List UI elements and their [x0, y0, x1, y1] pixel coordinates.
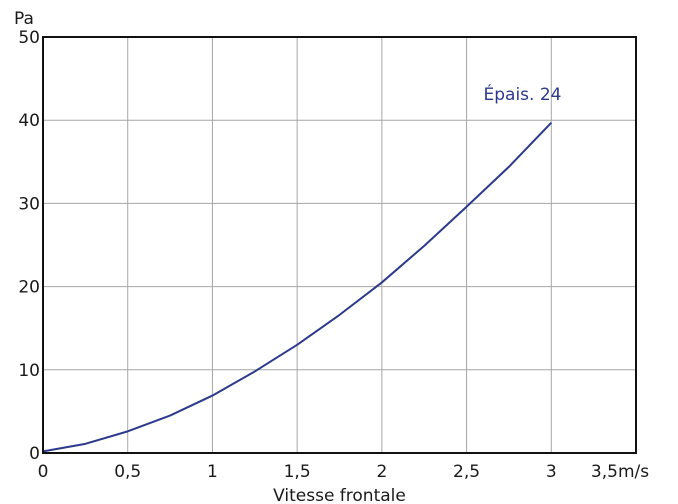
y-axis-ticks: 0 10 20 30 40 50 — [18, 28, 40, 464]
x-tick-label: 0 — [38, 462, 49, 482]
y-tick-label: 40 — [18, 111, 40, 131]
y-tick-label: 10 — [18, 361, 40, 381]
x-axis-label: Vitesse frontale — [273, 486, 406, 504]
x-tick-label: 0,5 — [114, 462, 141, 482]
x-tick-label: 3 — [546, 462, 557, 482]
series-line — [42, 122, 553, 453]
x-tick-label: 2,5 — [453, 462, 480, 482]
y-tick-label: 50 — [18, 28, 40, 48]
x-tick-label: 1,5 — [284, 462, 311, 482]
y-tick-label: 30 — [18, 194, 40, 214]
x-tick-label: 3,5m/s — [591, 462, 649, 482]
grid — [43, 37, 636, 453]
plot-frame — [42, 36, 637, 454]
y-tick-label: 20 — [18, 278, 40, 298]
y-axis-label: Pa — [14, 9, 34, 29]
series-label: Épais. 24 — [484, 83, 562, 105]
y-tick-label: 0 — [29, 444, 40, 464]
series-layer — [42, 122, 553, 453]
x-tick-label: 2 — [376, 462, 387, 482]
x-axis-ticks: 0 0,5 1 1,5 2 2,5 3 3,5m/s — [38, 462, 650, 482]
x-tick-label: 1 — [207, 462, 218, 482]
